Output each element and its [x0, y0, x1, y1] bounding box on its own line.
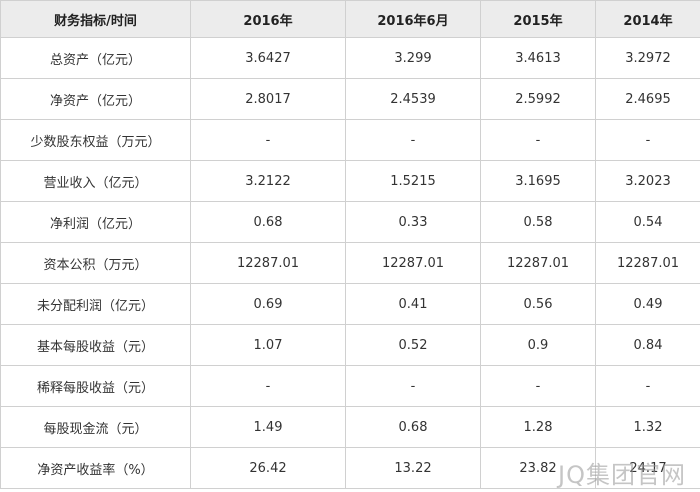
cell: 0.84 [595, 324, 700, 366]
row-label: 少数股东权益（万元） [0, 119, 191, 161]
cell: 1.5215 [345, 160, 481, 202]
header-cell: 2015年 [480, 0, 596, 38]
row-label: 营业收入（亿元） [0, 160, 191, 202]
table-row: 净资产（亿元） 2.8017 2.4539 2.5992 2.4695 [0, 78, 700, 120]
cell: - [595, 365, 700, 407]
cell: 3.299 [345, 37, 481, 79]
table-row: 基本每股收益（元） 1.07 0.52 0.9 0.84 [0, 324, 700, 366]
cell: 2.4695 [595, 78, 700, 120]
row-label: 基本每股收益（元） [0, 324, 191, 366]
table-row: 资本公积（万元） 12287.01 12287.01 12287.01 12287.01 [0, 242, 700, 284]
header-row: 财务指标/时间 2016年 2016年6月 2015年 2014年 [0, 0, 700, 38]
cell: 3.2122 [190, 160, 346, 202]
row-label: 净资产收益率（%） [0, 447, 191, 489]
cell: 1.28 [480, 406, 596, 448]
cell: 0.68 [345, 406, 481, 448]
cell: 0.58 [480, 201, 596, 243]
cell: 0.49 [595, 283, 700, 325]
cell: 12287.01 [190, 242, 346, 284]
cell: 3.1695 [480, 160, 596, 202]
cell: - [595, 119, 700, 161]
row-label: 净利润（亿元） [0, 201, 191, 243]
cell: - [190, 365, 346, 407]
cell: 0.41 [345, 283, 481, 325]
cell: 1.07 [190, 324, 346, 366]
cell: 3.6427 [190, 37, 346, 79]
watermark: JQ集团官网 [558, 461, 686, 489]
cell: - [480, 119, 596, 161]
row-label: 总资产（亿元） [0, 37, 191, 79]
cell: 3.4613 [480, 37, 596, 79]
cell: 0.56 [480, 283, 596, 325]
cell: - [345, 119, 481, 161]
cell: 12287.01 [345, 242, 481, 284]
cell: - [190, 119, 346, 161]
cell: - [345, 365, 481, 407]
table-row: 总资产（亿元） 3.6427 3.299 3.4613 3.2972 [0, 37, 700, 79]
row-label: 未分配利润（亿元） [0, 283, 191, 325]
cell: 0.52 [345, 324, 481, 366]
cell: 1.32 [595, 406, 700, 448]
cell: 12287.01 [480, 242, 596, 284]
cell: 0.68 [190, 201, 346, 243]
cell: 12287.01 [595, 242, 700, 284]
table-body: 总资产（亿元） 3.6427 3.299 3.4613 3.2972 净资产（亿元） 2.8… [0, 37, 700, 489]
table-row: 营业收入（亿元） 3.2122 1.5215 3.1695 3.2023 [0, 160, 700, 202]
cell: 2.5992 [480, 78, 596, 120]
cell: 2.8017 [190, 78, 346, 120]
table-row: 净利润（亿元） 0.68 0.33 0.58 0.54 [0, 201, 700, 243]
cell: 23.82 [480, 447, 596, 489]
row-label: 资本公积（万元） [0, 242, 191, 284]
table-row: 每股现金流（元） 1.49 0.68 1.28 1.32 [0, 406, 700, 448]
table-row: 未分配利润（亿元） 0.69 0.41 0.56 0.49 [0, 283, 700, 325]
row-label: 稀释每股收益（元） [0, 365, 191, 407]
cell: 2.4539 [345, 78, 481, 120]
header-cell: 财务指标/时间 [0, 0, 191, 38]
cell: 0.9 [480, 324, 596, 366]
header-cell: 2016年 [190, 0, 346, 38]
cell: 3.2023 [595, 160, 700, 202]
cell: - [480, 365, 596, 407]
table-row: 稀释每股收益（元） - - - - [0, 365, 700, 407]
header-cell: 2014年 [595, 0, 700, 38]
table-row: 净资产收益率（%） 26.42 13.22 23.82 24.17 [0, 447, 700, 489]
cell: 3.2972 [595, 37, 700, 79]
table-row: 少数股东权益（万元） - - - - [0, 119, 700, 161]
cell: 0.69 [190, 283, 346, 325]
cell: 0.33 [345, 201, 481, 243]
row-label: 每股现金流（元） [0, 406, 191, 448]
cell: 13.22 [345, 447, 481, 489]
row-label: 净资产（亿元） [0, 78, 191, 120]
cell: 0.54 [595, 201, 700, 243]
cell: 1.49 [190, 406, 346, 448]
header-cell: 2016年6月 [345, 0, 481, 38]
cell: 26.42 [190, 447, 346, 489]
